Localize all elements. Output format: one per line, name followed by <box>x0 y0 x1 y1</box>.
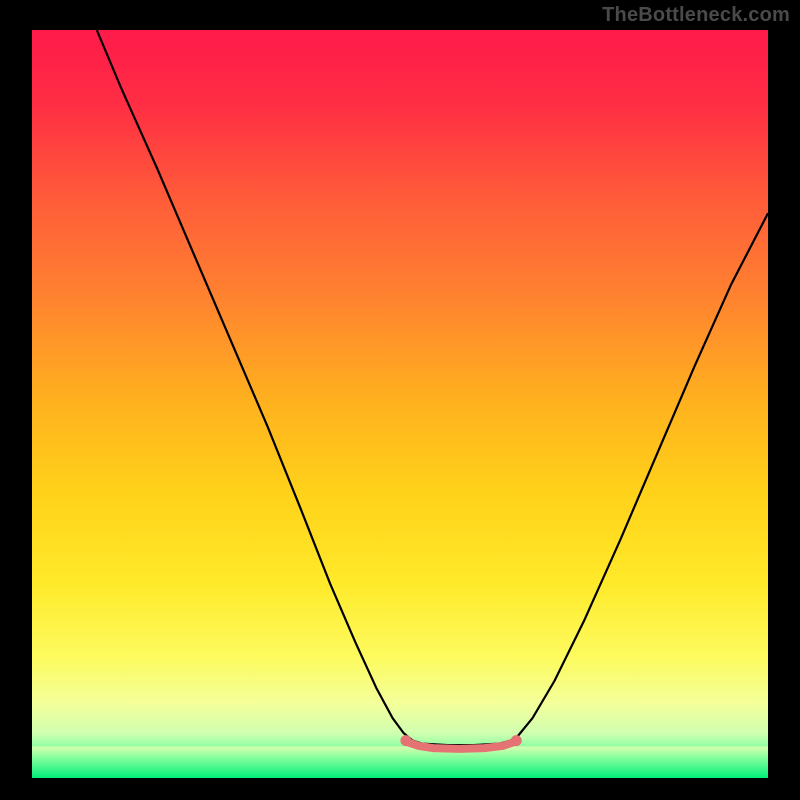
optimal-range-dot-right <box>511 735 522 746</box>
watermark-text: TheBottleneck.com <box>602 4 790 27</box>
plot-area <box>32 30 768 778</box>
bottleneck-curve <box>97 30 768 745</box>
chart-frame: TheBottleneck.com <box>0 0 800 800</box>
curve-layer <box>32 30 768 778</box>
optimal-range-dot-left <box>400 735 411 746</box>
optimal-range-segment <box>407 742 514 749</box>
